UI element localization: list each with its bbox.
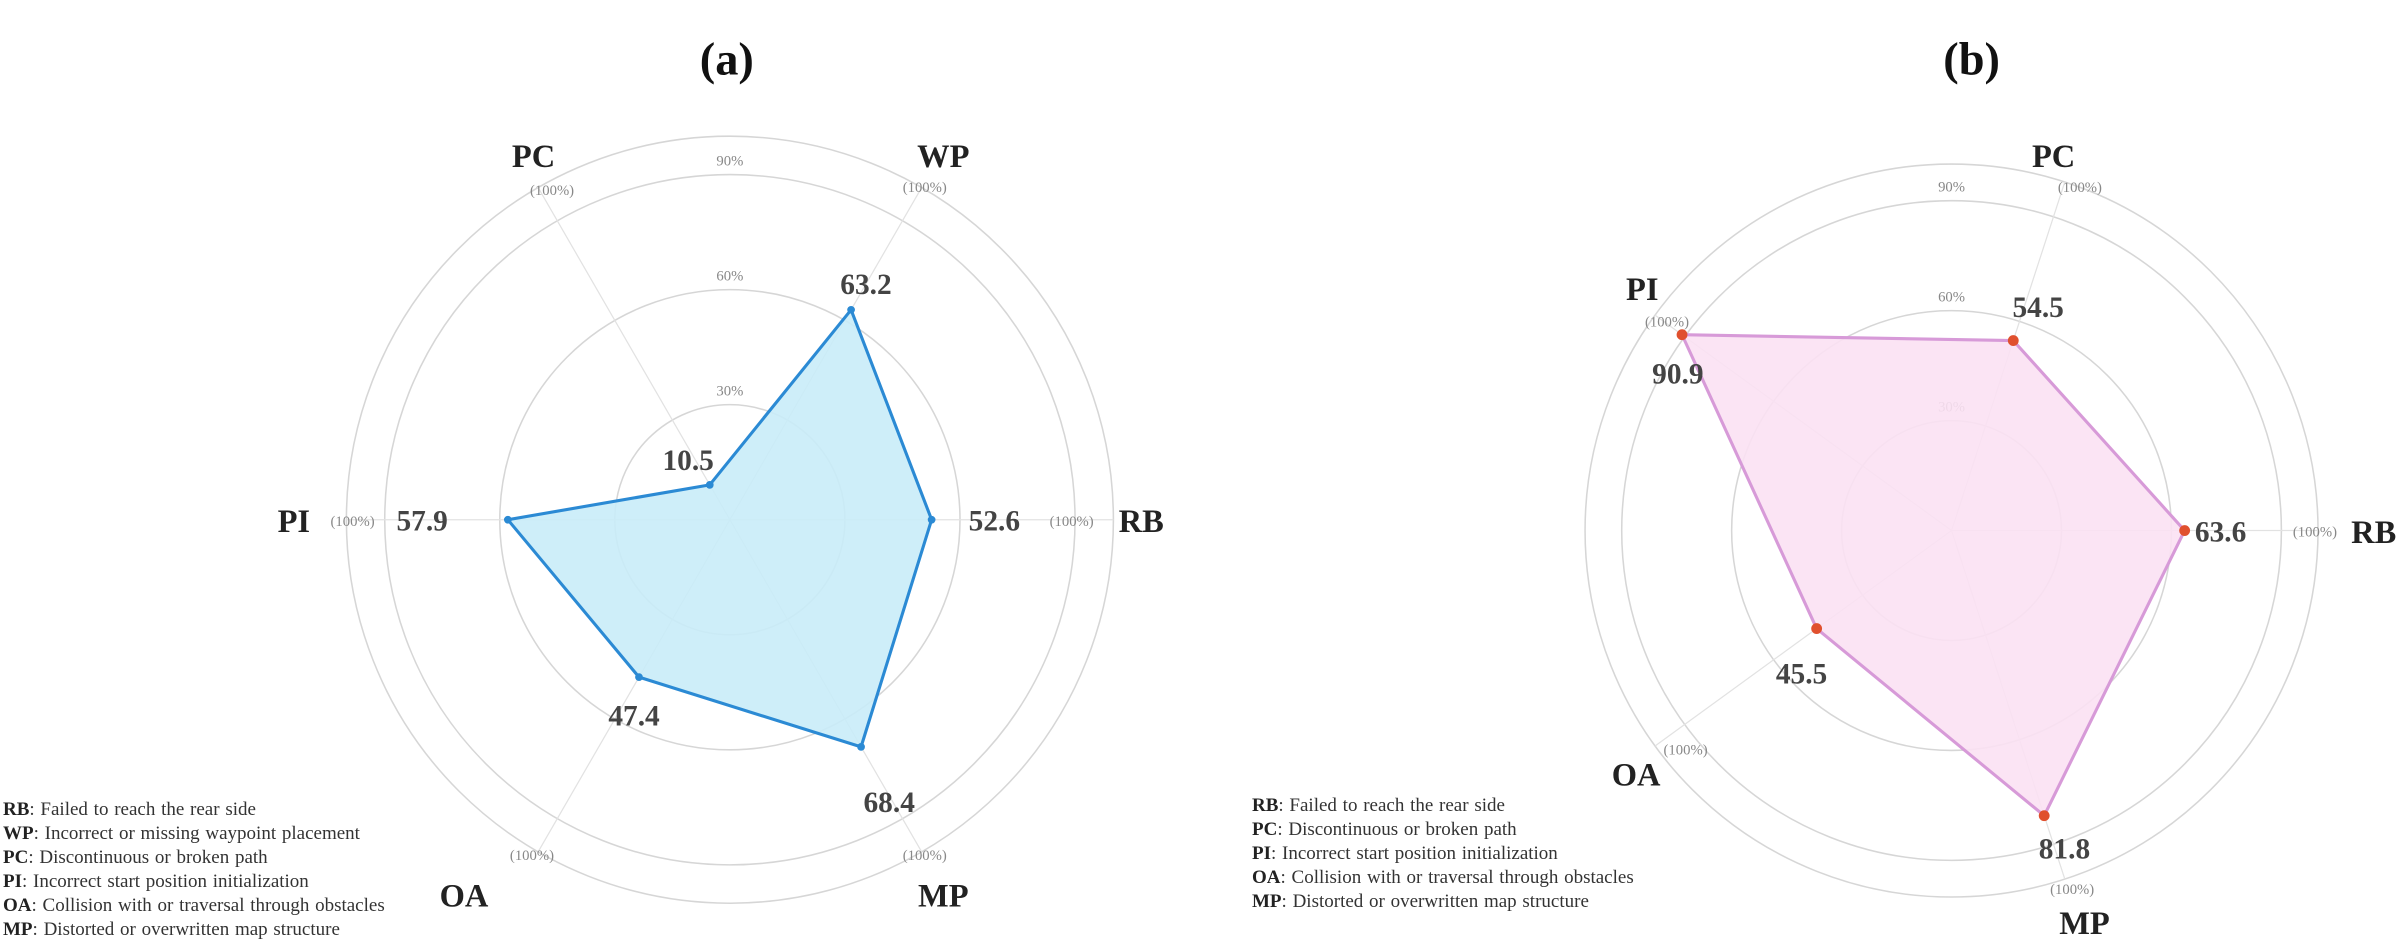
data-point-OA <box>635 673 643 682</box>
axis-max-label-OA: (100%) <box>1664 743 1708 759</box>
tick-label: 60% <box>716 268 743 284</box>
series-area <box>506 308 934 749</box>
chart-title: (b) <box>1943 34 2000 85</box>
data-point-PI <box>1676 329 1688 341</box>
tick-label: 60% <box>1938 289 1965 305</box>
legend-code: PC <box>3 847 29 868</box>
legend-text: : Discontinuous or broken path <box>1277 819 1517 840</box>
legend-code: MP <box>3 919 33 940</box>
data-point-PC <box>705 480 714 489</box>
axis-max-label-RB: (100%) <box>1050 514 1094 530</box>
legend-code: RB <box>1252 795 1279 816</box>
value-label-OA: 47.4 <box>608 700 660 732</box>
axis-label-PC: PC <box>2032 139 2075 175</box>
axis-max-label-PC: (100%) <box>2058 180 2102 196</box>
legend-code: PC <box>1252 819 1278 840</box>
legend-item-MP: MP: Distorted or overwritten map structu… <box>1252 890 1634 914</box>
axis-label-MP: MP <box>918 878 968 914</box>
value-label-MP: 68.4 <box>863 787 915 819</box>
legend-text: : Distorted or overwritten map structure <box>1281 891 1589 912</box>
axis-spoke-PC <box>537 187 731 521</box>
legend-code: PI <box>1252 843 1271 864</box>
data-point-RB <box>2179 525 2191 536</box>
axis-max-label-PI: (100%) <box>331 514 375 530</box>
value-label-MP: 81.8 <box>2039 833 2090 865</box>
legend-code: WP <box>3 823 34 844</box>
chart-title: (a) <box>700 34 754 85</box>
data-point-OA <box>1811 623 1823 634</box>
axis-max-label-MP: (100%) <box>903 848 947 864</box>
legend-text: : Collision with or traversal through ob… <box>31 895 385 916</box>
axis-max-label-PC: (100%) <box>530 183 574 199</box>
axis-max-label-MP: (100%) <box>2050 882 2094 898</box>
legend-item-OA: OA: Collision with or traversal through … <box>1252 866 1634 890</box>
value-label-PI: 90.9 <box>1652 359 1703 391</box>
legend-item-PI: PI: Incorrect start position initializat… <box>1252 842 1634 866</box>
axis-label-MP: MP <box>2059 906 2109 942</box>
radar-chart-b: (b)30%60%90%63.654.590.945.581.8RB(100%)… <box>1584 34 2396 942</box>
axis-max-label-OA: (100%) <box>510 848 554 864</box>
data-point-PI <box>503 515 512 524</box>
value-label-PI: 57.9 <box>396 506 447 538</box>
value-label-RB: 52.6 <box>969 506 1020 538</box>
legend-text: : Incorrect start position initializatio… <box>1271 843 1558 864</box>
value-label-PC: 54.5 <box>2012 292 2063 324</box>
value-label-PC: 10.5 <box>662 445 713 477</box>
series-area <box>1680 333 2187 818</box>
legend-item-WP: WP: Incorrect or missing waypoint placem… <box>3 822 385 846</box>
tick-label: 90% <box>716 153 743 169</box>
axis-max-label-WP: (100%) <box>903 180 947 196</box>
tick-label: 90% <box>1938 179 1965 195</box>
data-point-MP <box>2038 810 2050 822</box>
legend-code: OA <box>3 895 32 916</box>
axis-label-PI: PI <box>1626 272 1658 308</box>
legend-text: : Distorted or overwritten map structure <box>32 919 340 940</box>
legend-item-PC: PC: Discontinuous or broken path <box>1252 818 1634 842</box>
radar-chart-a: (a) 30% 60% 90% 52.6 63.2 10.5 57.9 47.4 68.4 RB (1… <box>278 34 1164 914</box>
axis-label-RB: RB <box>1119 504 1164 540</box>
axis-max-label-RB: (100%) <box>2293 525 2337 541</box>
value-label-OA: 45.5 <box>1776 659 1827 691</box>
tick-label: 30% <box>716 383 743 399</box>
data-point-PC <box>2007 335 2019 346</box>
legend-text: : Incorrect start position initializatio… <box>22 871 309 892</box>
legend-item-RB: RB: Failed to reach the rear side <box>3 798 385 822</box>
data-point-RB <box>927 515 936 524</box>
axis-label-WP: WP <box>917 139 969 175</box>
legend-code: MP <box>1252 891 1282 912</box>
value-label-RB: 63.6 <box>2195 516 2246 548</box>
legend-item-PI: PI: Incorrect start position initializat… <box>3 870 385 894</box>
legend-code: PI <box>3 871 22 892</box>
axis-max-label-PI: (100%) <box>1645 314 1689 330</box>
legend-text: : Incorrect or missing waypoint placemen… <box>33 823 360 844</box>
axis-label-OA: OA <box>440 878 489 914</box>
legend-item-MP: MP: Distorted or overwritten map structu… <box>3 918 385 942</box>
axis-label-PI: PI <box>278 504 310 540</box>
legend-a: RB: Failed to reach the rear side WP: Inc… <box>3 798 385 942</box>
axis-label-OA: OA <box>1612 758 1661 794</box>
data-point-WP <box>847 305 855 314</box>
value-label-WP: 63.2 <box>840 269 891 301</box>
legend-code: OA <box>1252 867 1281 888</box>
legend-text: : Discontinuous or broken path <box>28 847 268 868</box>
legend-item-PC: PC: Discontinuous or broken path <box>3 846 385 870</box>
axis-label-RB: RB <box>2351 515 2396 551</box>
legend-text: : Collision with or traversal through ob… <box>1280 867 1634 888</box>
data-point-MP <box>857 743 865 751</box>
legend-item-RB: RB: Failed to reach the rear side <box>1252 794 1634 818</box>
legend-text: : Failed to reach the rear side <box>29 799 256 820</box>
legend-item-OA: OA: Collision with or traversal through … <box>3 894 385 918</box>
legend-text: : Failed to reach the rear side <box>1278 795 1505 816</box>
legend-code: RB <box>3 799 30 820</box>
legend-b: RB: Failed to reach the rear side PC: Dis… <box>1252 794 1634 914</box>
axis-label-PC: PC <box>512 139 555 175</box>
